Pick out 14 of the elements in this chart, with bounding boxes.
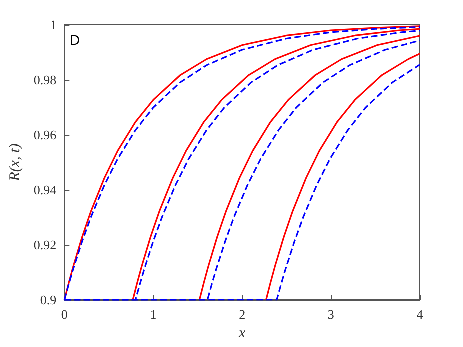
y-axis-title: R(x, t) [8, 144, 24, 182]
annotation: D [70, 32, 80, 48]
x-tick-label: 2 [239, 307, 246, 322]
y-tick-label: 0.92 [34, 238, 57, 252]
y-tick-label: 0.98 [34, 72, 57, 88]
y-tick-label: 0.9 [40, 292, 57, 308]
x-tick-label: 0 [61, 307, 68, 322]
x-tick-label: 4 [416, 307, 424, 322]
x-axis-title: x [238, 325, 246, 342]
y-tick-label: 0.94 [34, 182, 58, 198]
y-tick-label: 0.96 [34, 128, 58, 142]
x-tick-label: 3 [328, 307, 334, 322]
y-tick-label: 1 [50, 18, 57, 32]
x-tick-label: 1 [150, 307, 157, 322]
